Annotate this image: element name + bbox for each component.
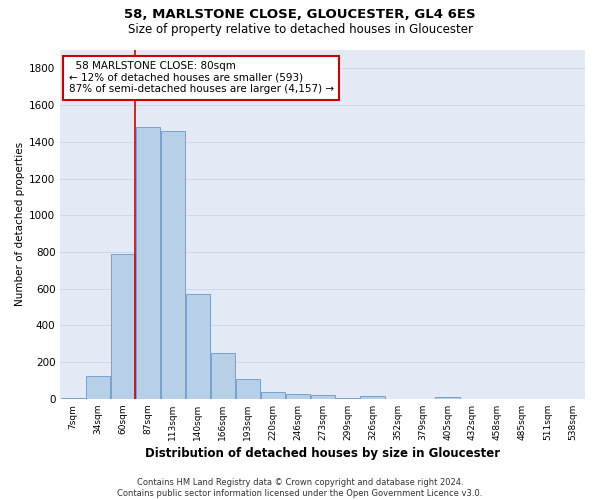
Bar [110,254,135,399]
Bar [236,378,260,399]
Bar [211,353,235,399]
Bar [61,398,85,399]
Bar [260,392,285,399]
Text: 58, MARLSTONE CLOSE, GLOUCESTER, GL4 6ES: 58, MARLSTONE CLOSE, GLOUCESTER, GL4 6ES [124,8,476,20]
Text: 58 MARLSTONE CLOSE: 80sqm
← 12% of detached houses are smaller (593)
87% of semi: 58 MARLSTONE CLOSE: 80sqm ← 12% of detac… [68,61,334,94]
Bar [436,397,460,399]
Text: Contains HM Land Registry data © Crown copyright and database right 2024.
Contai: Contains HM Land Registry data © Crown c… [118,478,482,498]
Bar [185,294,210,399]
Bar [136,127,160,399]
Bar [286,394,310,399]
Bar [335,398,360,399]
Bar [311,395,335,399]
Text: Size of property relative to detached houses in Gloucester: Size of property relative to detached ho… [128,22,473,36]
Y-axis label: Number of detached properties: Number of detached properties [15,142,25,306]
X-axis label: Distribution of detached houses by size in Gloucester: Distribution of detached houses by size … [145,447,500,460]
Bar [161,131,185,399]
Bar [361,396,385,399]
Bar [86,376,110,399]
